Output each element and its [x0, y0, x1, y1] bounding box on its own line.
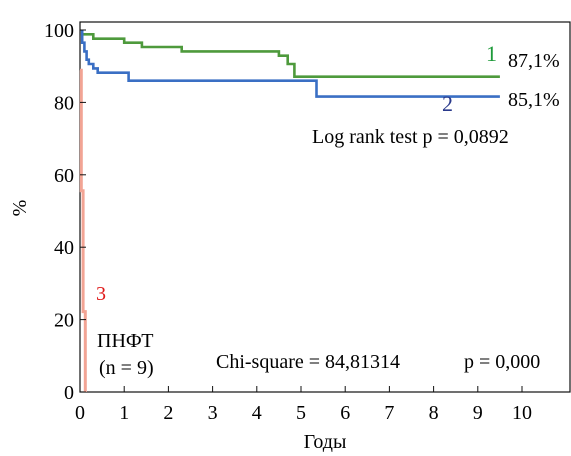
series-2-line: [80, 30, 500, 98]
series-1-label: 1: [486, 41, 497, 66]
y-tick-label: 0: [64, 382, 74, 404]
x-tick-label: 5: [296, 402, 306, 424]
x-tick-label: 1: [119, 402, 129, 424]
x-tick-label: 10: [512, 402, 532, 424]
x-tick-label: 8: [429, 402, 439, 424]
y-tick-label: 20: [54, 310, 74, 332]
y-tick-label: 80: [54, 92, 74, 114]
series-2-label: 2: [442, 91, 453, 116]
x-tick-label: 7: [384, 402, 394, 424]
group3-name: ПНФТ: [97, 330, 153, 352]
x-tick-label: 4: [252, 402, 262, 424]
series-3-label: 3: [96, 283, 106, 305]
x-tick-label: 3: [208, 402, 218, 424]
series-1-end-value: 87,1%: [508, 50, 560, 72]
x-tick-label: 2: [163, 402, 173, 424]
plot-frame: [79, 21, 571, 393]
group3-n: (n = 9): [99, 357, 154, 379]
p-value-annotation: p = 0,000: [464, 351, 540, 373]
log-rank-annotation: Log rank test p = 0,0892: [312, 126, 509, 148]
series-3-line: [79, 68, 87, 392]
series-layer: [79, 30, 500, 392]
x-axis-label: Годы: [304, 431, 347, 453]
y-axis-label: %: [9, 200, 31, 217]
y-tick-label: 40: [54, 237, 74, 259]
series-2-end-value: 85,1%: [508, 89, 560, 111]
y-tick-label: 60: [54, 165, 74, 187]
series-1-line: [80, 30, 500, 78]
y-tick-label: 100: [44, 20, 74, 42]
x-tick-label: 0: [75, 402, 85, 424]
chi-square-annotation: Chi-square = 84,81314: [216, 351, 400, 373]
x-tick-label: 9: [473, 402, 483, 424]
x-tick-label: 6: [340, 402, 350, 424]
